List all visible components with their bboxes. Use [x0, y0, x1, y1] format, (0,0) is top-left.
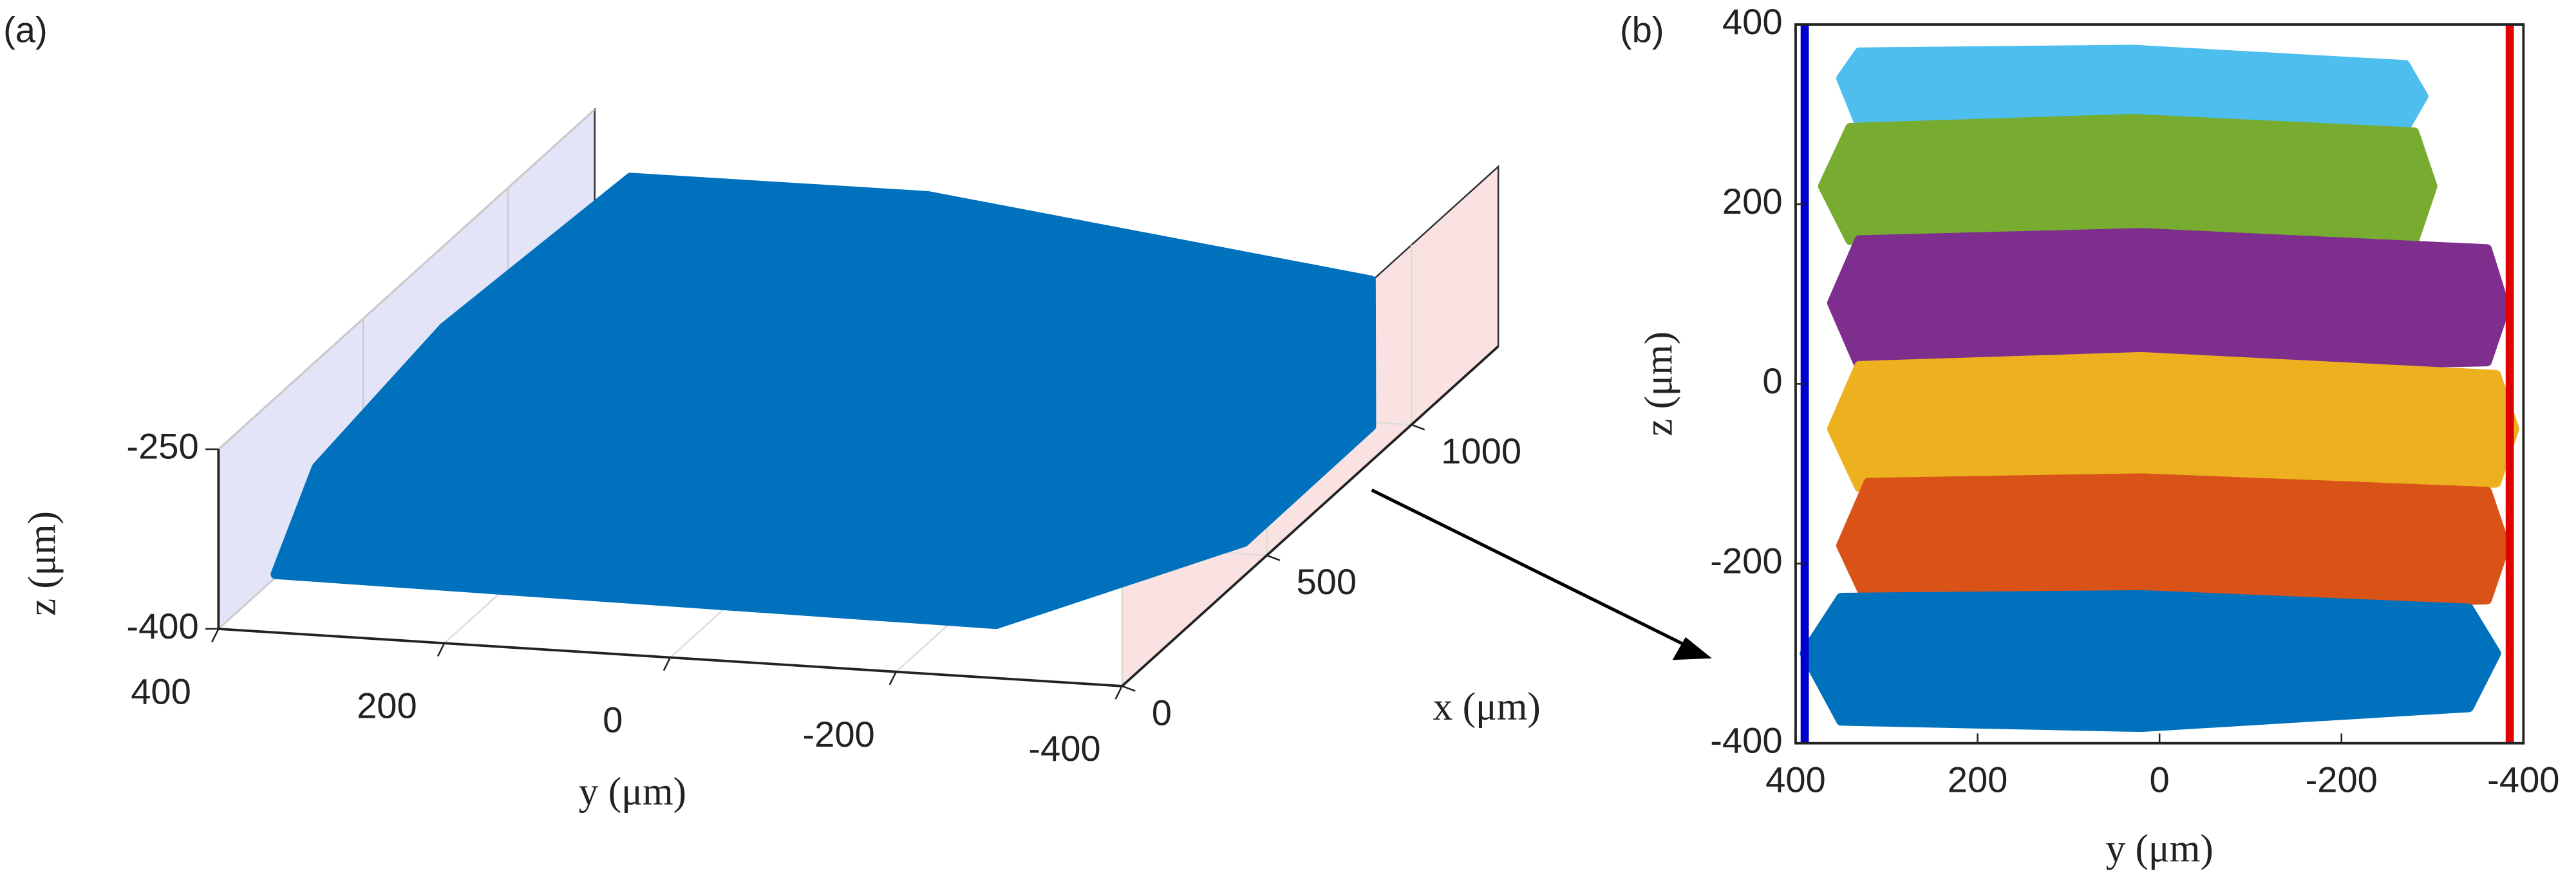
y-tick-label: 200: [1722, 181, 1783, 221]
y-tick-label: 400: [1722, 1, 1783, 42]
y-axis-label: z (μm): [1637, 331, 1680, 436]
z-tick-label: -250: [126, 426, 198, 467]
y-tick-label: 400: [131, 671, 191, 711]
y-tick-label: -400: [1028, 728, 1100, 769]
point-cloud: [1800, 590, 2501, 733]
y-tick-label: 200: [357, 686, 417, 726]
arrow-line: [1371, 489, 1693, 650]
x-tick-label: 500: [1296, 561, 1357, 602]
grid-line: [218, 109, 596, 450]
z-axis-label: z (μm): [21, 511, 64, 616]
tick: [888, 671, 898, 686]
y-tick-label: 0: [1762, 360, 1782, 401]
panel-label: (b): [1620, 10, 1664, 50]
y-tick-label: -400: [1710, 720, 1782, 761]
point-cloud: [1818, 114, 2438, 252]
x-axis-label: x (μm): [1433, 686, 1541, 729]
point-cloud: [1827, 228, 2510, 375]
tick: [1122, 685, 1136, 692]
x-tick-label: 0: [1152, 692, 1172, 733]
y-tick-label: 0: [603, 700, 623, 740]
panel-label: (a): [3, 10, 48, 50]
y-tick-label: -200: [1710, 540, 1782, 581]
x-tick-label: 400: [1765, 759, 1826, 799]
x-axis-label: y (μm): [2106, 828, 2214, 871]
tick: [663, 657, 672, 671]
tick: [437, 642, 446, 657]
point-cloud: [270, 173, 1377, 630]
tick: [1114, 686, 1123, 700]
y-tick-label: -200: [802, 714, 874, 754]
axis-line: [1121, 345, 1500, 687]
x-tick-label: 0: [2150, 759, 2170, 799]
x-tick-label: 1000: [1441, 431, 1521, 471]
point-cloud: [1827, 351, 2519, 497]
arrow-head: [1672, 637, 1712, 660]
x-tick-label: -200: [2306, 759, 2378, 799]
tick: [1411, 424, 1425, 431]
y-axis-label: y (μm): [579, 770, 686, 814]
tick: [211, 628, 220, 642]
x-tick-label: 200: [1948, 759, 2008, 799]
z-tick-label: -400: [126, 606, 198, 646]
tick: [1266, 554, 1281, 561]
x-tick-label: -400: [2487, 759, 2559, 799]
point-cloud: [1836, 473, 2510, 613]
